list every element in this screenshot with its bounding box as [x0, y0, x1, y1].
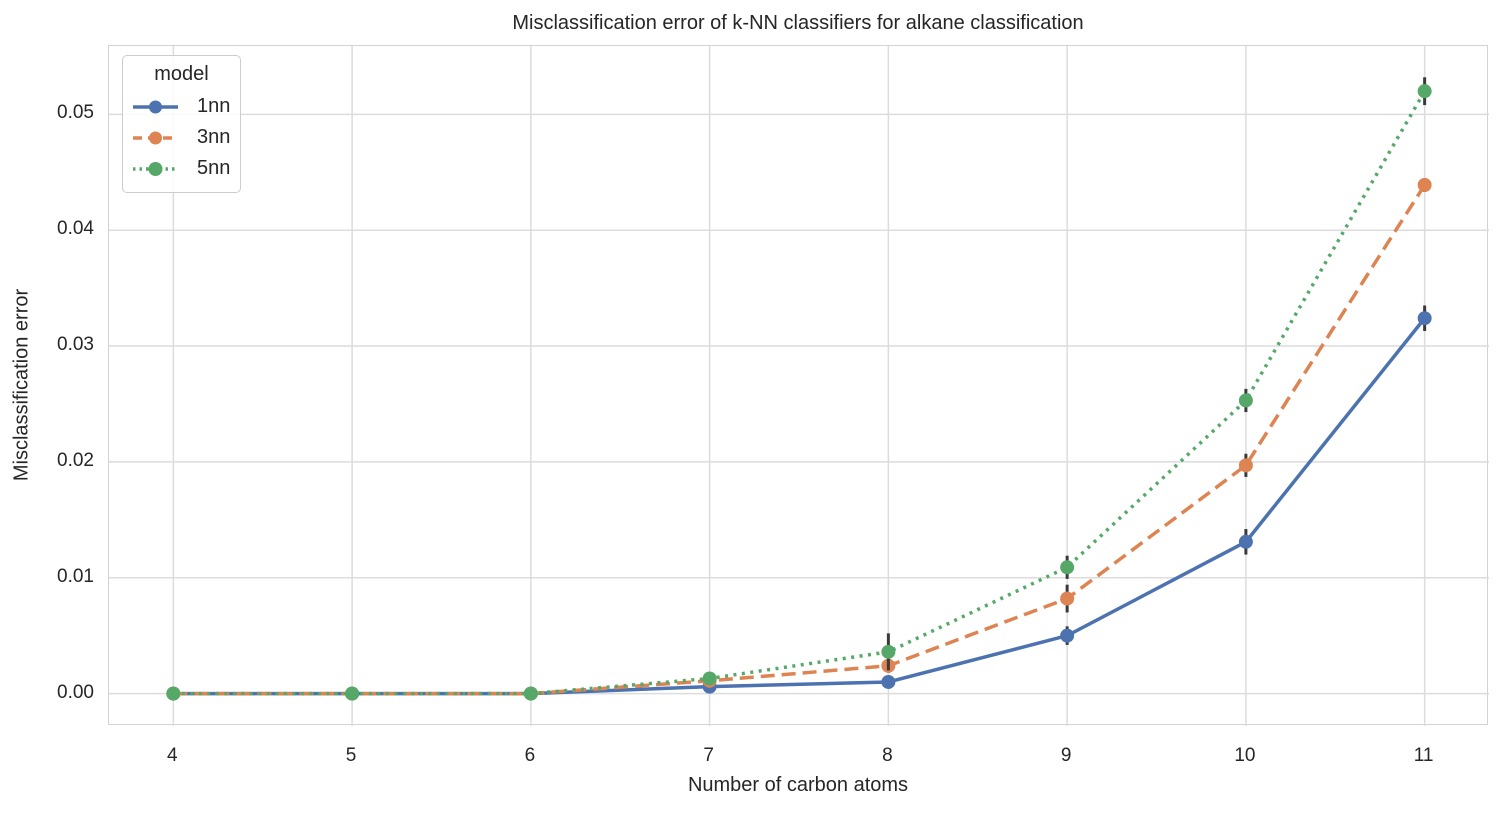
x-tick-label: 5: [345, 745, 357, 766]
y-tick-label: 0.00: [57, 681, 94, 703]
series-line-5nn: [173, 90, 1427, 696]
data-point-5nn: [1417, 84, 1432, 99]
x-tick-label: 6: [524, 745, 536, 766]
legend-line-sample-5nn: [133, 161, 178, 176]
y-tick-label: 0.05: [57, 102, 94, 124]
data-point-1nn: [1238, 534, 1253, 549]
data-point-3nn: [1060, 591, 1075, 606]
x-tick-label: 11: [1413, 745, 1434, 766]
data-point-5nn: [881, 644, 896, 659]
plot-svg: [109, 46, 1489, 726]
data-point-1nn: [1060, 628, 1075, 643]
x-tick-label: 8: [882, 745, 893, 766]
plot-area: [108, 45, 1489, 726]
x-axis-label: Number of carbon atoms: [687, 774, 909, 796]
series-line-3nn: [173, 184, 1427, 696]
legend-label-1nn: 1nn: [197, 95, 231, 117]
legend: model 1nn 3nn 5nn: [122, 55, 241, 193]
series-line-1nn: [173, 317, 1427, 696]
y-tick-label: 0.04: [57, 218, 94, 240]
data-point-3nn: [1417, 178, 1432, 193]
legend-label-3nn: 3nn: [197, 126, 231, 148]
data-point-5nn: [345, 686, 360, 701]
x-tick-label: 10: [1234, 745, 1256, 766]
legend-label-5nn: 5nn: [197, 157, 231, 179]
legend-entry-5nn: 5nn: [123, 153, 240, 184]
legend-entry-3nn: 3nn: [123, 122, 240, 153]
data-point-5nn: [523, 686, 538, 701]
data-point-1nn: [1417, 311, 1432, 326]
x-tick-label: 4: [167, 745, 178, 766]
y-tick-label: 0.03: [57, 334, 94, 356]
data-point-5nn: [166, 686, 181, 701]
y-tick-label: 0.01: [57, 565, 94, 587]
legend-line-sample-3nn: [133, 131, 178, 144]
y-tick-label: 0.02: [57, 449, 94, 471]
data-point-5nn: [1060, 560, 1075, 575]
data-point-1nn: [881, 674, 896, 689]
legend-title: model: [154, 63, 209, 85]
x-tick-label: 9: [1060, 745, 1072, 766]
legend-line-sample-1nn: [133, 100, 178, 113]
chart-title: Misclassification error of k-NN classifi…: [512, 12, 1084, 34]
data-point-5nn: [702, 671, 717, 686]
x-tick-label: 7: [703, 745, 714, 766]
data-point-3nn: [1238, 458, 1253, 473]
data-point-5nn: [1238, 393, 1253, 408]
legend-entry-1nn: 1nn: [123, 91, 240, 122]
